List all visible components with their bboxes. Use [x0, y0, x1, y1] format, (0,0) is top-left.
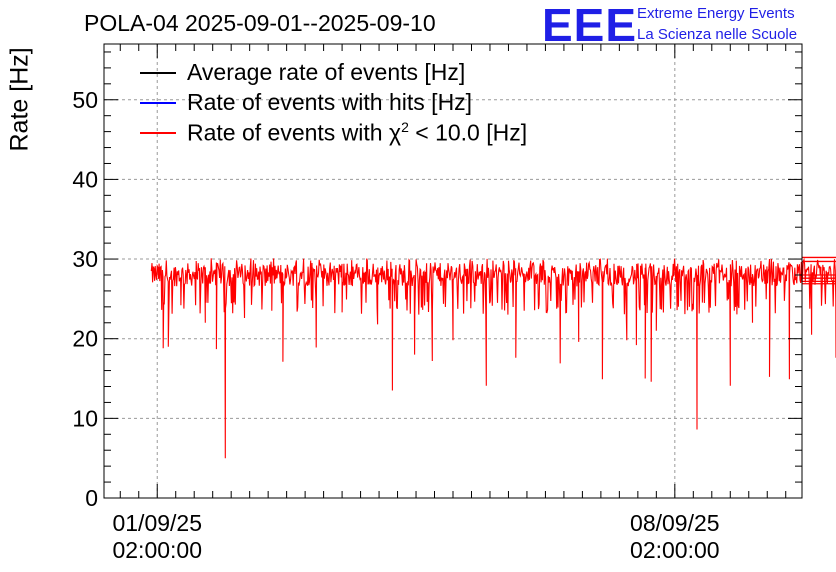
y-tick-label: 20: [72, 326, 98, 352]
legend-swatch-hits: [140, 102, 176, 104]
legend-item-average: Average rate of events [Hz]: [140, 58, 600, 88]
legend-swatch-average: [140, 72, 176, 74]
x-tick-label-time: 02:00:00: [630, 537, 720, 563]
y-tick-label: 10: [72, 405, 98, 431]
x-tick-label-date: 01/09/25: [112, 510, 202, 536]
x-tick-label-time: 02:00:00: [112, 537, 202, 563]
tick-layer: 0102030405001/09/2502:00:0008/09/2502:00…: [72, 44, 802, 563]
y-axis-label: Rate [Hz]: [5, 47, 34, 152]
legend-label-hits: Rate of events with hits [Hz]: [187, 89, 473, 115]
series-layer: [150, 256, 836, 459]
legend-label-chi2: Rate of events with χ2 < 10.0 [Hz]: [187, 119, 528, 146]
eee-logo-mark: EEE: [542, 0, 638, 51]
chart-title: POLA-04 2025-09-01--2025-09-10: [84, 10, 436, 36]
x-tick-label-date: 08/09/25: [630, 510, 720, 536]
legend-swatch-chi2: [140, 132, 176, 134]
y-tick-label: 0: [85, 485, 98, 511]
y-tick-label: 40: [72, 166, 98, 192]
logo-line-1: Extreme Energy Events: [637, 5, 795, 22]
legend-label-average: Average rate of events [Hz]: [187, 59, 466, 85]
y-tick-label: 50: [72, 87, 98, 113]
legend: Average rate of events [Hz] Rate of even…: [140, 58, 600, 148]
series-line-chi2: [150, 257, 836, 459]
logo-line-2: La Scienza nelle Scuole: [637, 26, 798, 43]
legend-item-hits: Rate of events with hits [Hz]: [140, 88, 600, 118]
y-tick-label: 30: [72, 246, 98, 272]
legend-item-chi2: Rate of events with χ2 < 10.0 [Hz]: [140, 118, 600, 148]
